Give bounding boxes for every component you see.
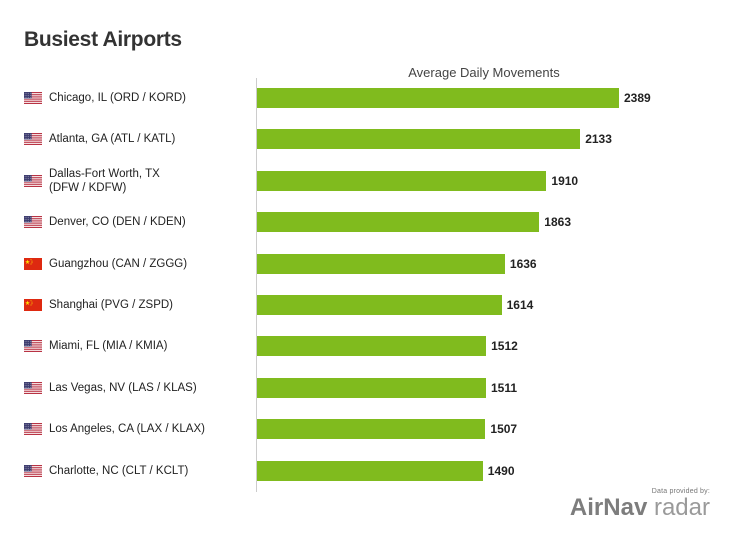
category-label: Denver, CO (DEN / KDEN) bbox=[24, 205, 186, 239]
bar bbox=[257, 88, 619, 108]
data-label: 1507 bbox=[490, 422, 518, 437]
data-label: 1614 bbox=[506, 298, 534, 312]
us-flag-icon bbox=[24, 133, 42, 146]
us-flag-icon bbox=[24, 340, 42, 353]
bar bbox=[257, 170, 547, 191]
bar bbox=[257, 377, 486, 398]
category-label-text: Chicago, IL (ORD / KORD) bbox=[49, 92, 186, 104]
category-label: Dallas-Fort Worth, TX (DFW / KDFW) bbox=[24, 164, 160, 198]
category-axis-line bbox=[256, 78, 257, 492]
us-flag-icon bbox=[24, 381, 42, 394]
category-label-text: Atlanta, GA (ATL / KATL) bbox=[49, 133, 176, 146]
data-credit-note: Data provided by: bbox=[651, 488, 710, 495]
category-label: Miami, FL (MIA / KMIA) bbox=[24, 329, 167, 363]
category-label: Charlotte, NC (CLT / KCLT) bbox=[24, 454, 188, 488]
category-label-text: Dallas-Fort Worth, TX (DFW / KDFW) bbox=[49, 167, 160, 194]
data-label: 1863 bbox=[544, 215, 571, 230]
category-label-text: Charlotte, NC (CLT / KCLT) bbox=[49, 464, 189, 477]
category-label: Atlanta, GA (ATL / KATL) bbox=[24, 122, 175, 156]
us-flag-icon bbox=[24, 464, 42, 477]
logo-brand-secondary: radar bbox=[653, 494, 710, 521]
category-label: Shanghai (PVG / ZSPD) bbox=[24, 288, 173, 322]
category-label: Guangzhou (CAN / ZGGG) bbox=[24, 247, 187, 281]
chart-title: Busiest Airports bbox=[24, 28, 182, 51]
axis-title: Average Daily Movements bbox=[408, 65, 560, 80]
data-label: 2133 bbox=[585, 132, 612, 147]
bar bbox=[257, 212, 540, 233]
category-label-text: Miami, FL (MIA / KMIA) bbox=[49, 340, 168, 353]
bar bbox=[257, 460, 483, 481]
category-label: Las Vegas, NV (LAS / KLAS) bbox=[24, 371, 197, 405]
logo-brand-primary: AirNav bbox=[569, 494, 648, 521]
data-label: 1910 bbox=[551, 173, 579, 188]
bar bbox=[257, 295, 502, 315]
data-label: 1636 bbox=[509, 256, 537, 271]
us-flag-icon bbox=[24, 216, 42, 229]
us-flag-icon bbox=[24, 92, 42, 104]
cn-flag-icon bbox=[24, 299, 42, 311]
category-label-text: Shanghai (PVG / ZSPD) bbox=[49, 299, 173, 311]
data-label: 2389 bbox=[624, 91, 651, 105]
airnav-radar-logo: AirNav radar bbox=[570, 494, 710, 522]
bar bbox=[257, 129, 581, 150]
category-label-text: Las Vegas, NV (LAS / KLAS) bbox=[49, 381, 197, 394]
category-label-text: Los Angeles, CA (LAX / KLAX) bbox=[49, 423, 205, 436]
data-label: 1512 bbox=[491, 339, 518, 354]
bar bbox=[257, 253, 505, 274]
us-flag-icon bbox=[24, 174, 42, 187]
cn-flag-icon bbox=[24, 257, 42, 270]
bar bbox=[257, 336, 487, 357]
category-label: Los Angeles, CA (LAX / KLAX) bbox=[24, 412, 205, 446]
data-label: 1511 bbox=[491, 380, 518, 395]
category-label: Chicago, IL (ORD / KORD) bbox=[24, 81, 186, 115]
bar bbox=[257, 419, 486, 440]
us-flag-icon bbox=[24, 423, 42, 436]
category-label-text: Guangzhou (CAN / ZGGG) bbox=[49, 257, 188, 270]
data-label: 1490 bbox=[487, 463, 515, 478]
category-label-text: Denver, CO (DEN / KDEN) bbox=[49, 216, 186, 229]
